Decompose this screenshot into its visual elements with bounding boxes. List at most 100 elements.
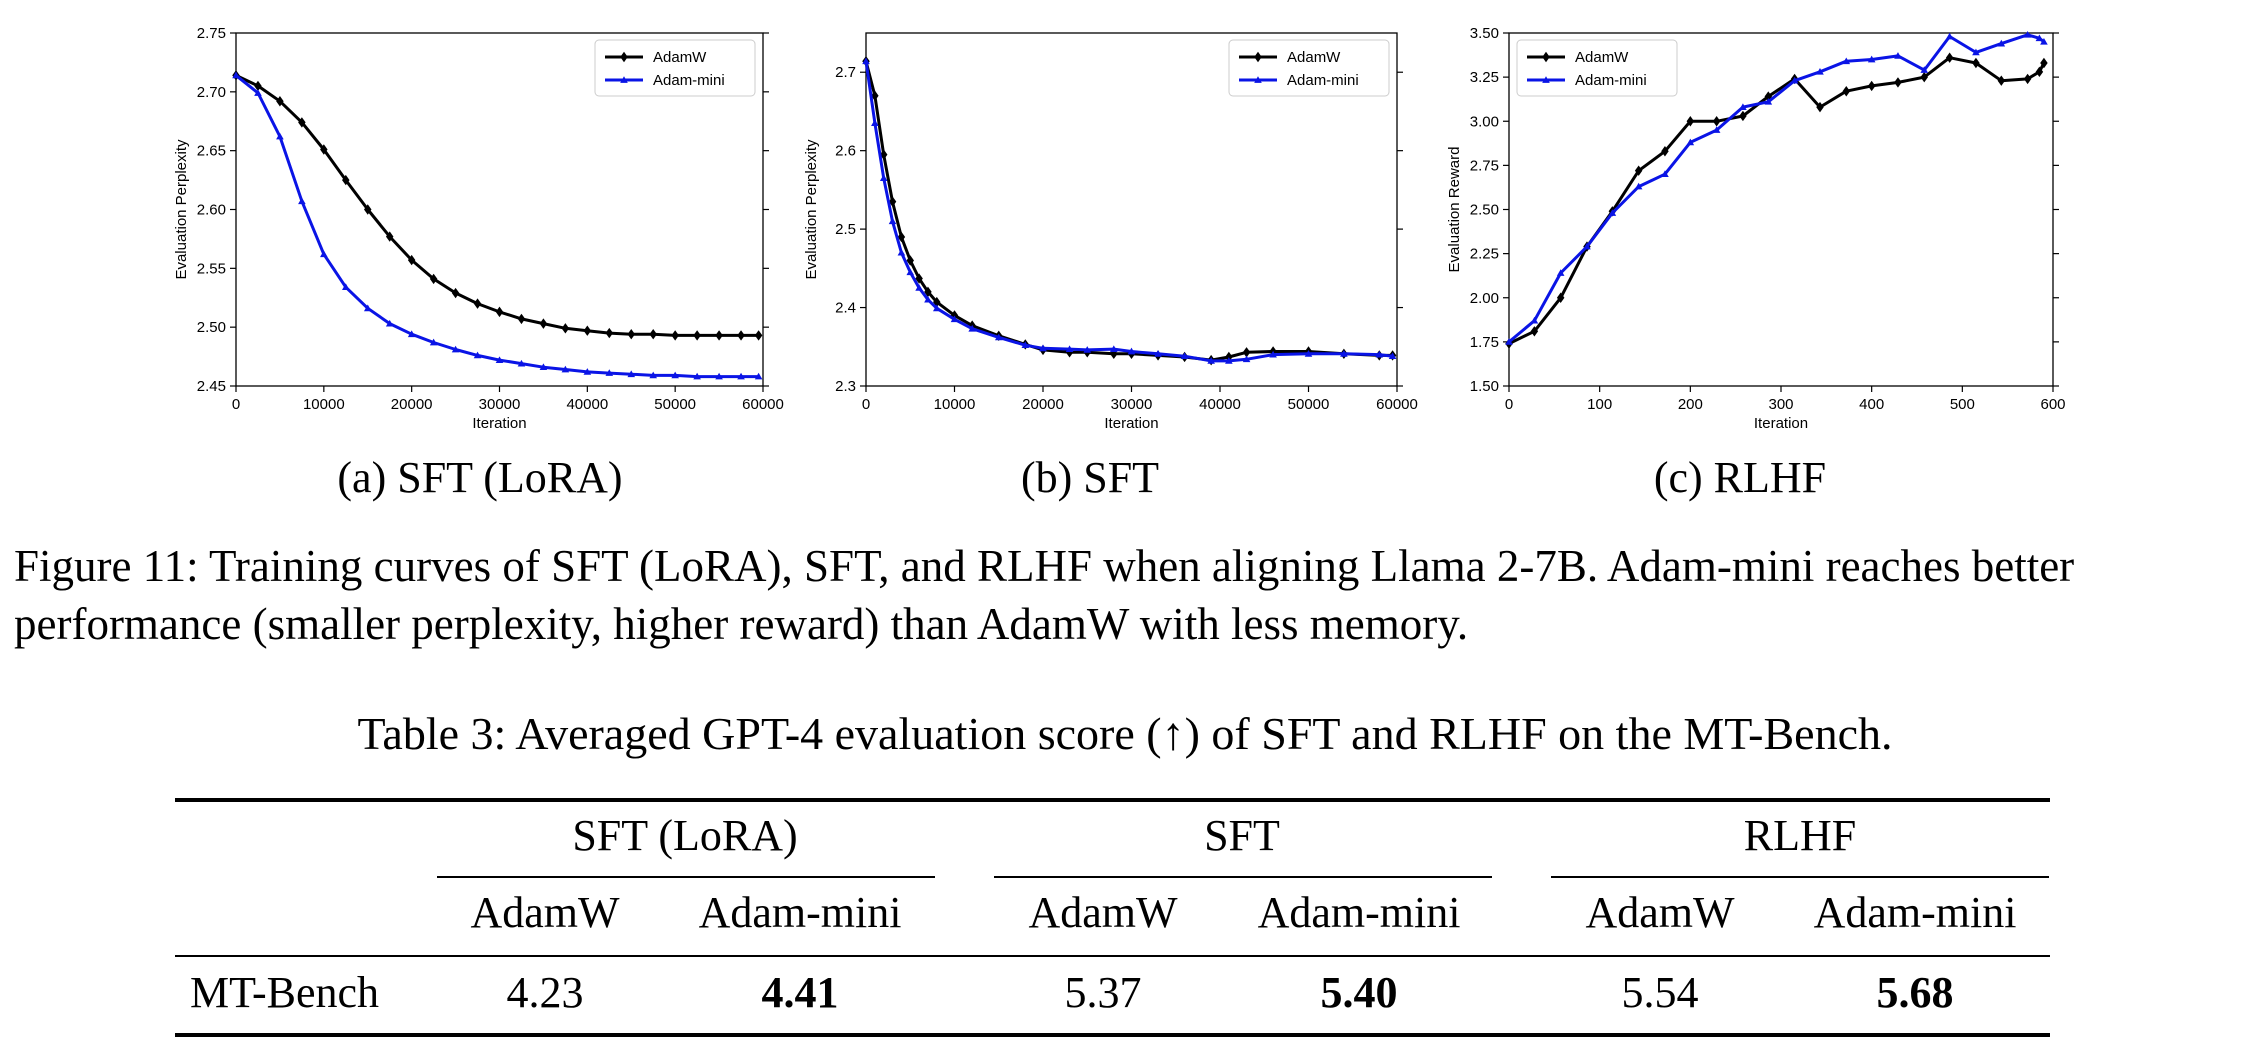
group-rule-rlhf [1551, 876, 2049, 878]
data-point [1686, 116, 1695, 127]
data-point [1180, 352, 1189, 360]
data-point [429, 338, 438, 346]
y-tick-label: 2.45 [197, 378, 226, 395]
subheader-adamw: AdamW [470, 888, 620, 937]
data-point [1039, 344, 1047, 352]
x-tick-label: 10000 [303, 396, 345, 413]
table-top-rule [175, 798, 2050, 802]
panel-caption-a: (a) SFT (LoRA) [337, 453, 623, 502]
data-point [933, 304, 941, 312]
data-point [1739, 103, 1747, 110]
data-point [561, 323, 570, 334]
data-point [1021, 341, 1030, 349]
data-point [407, 254, 416, 266]
data-point [495, 306, 504, 318]
group-rule-sft-lora [437, 876, 935, 878]
series-adamw [232, 70, 763, 341]
y-tick-label: 2.3 [835, 378, 856, 395]
data-point [385, 319, 394, 327]
data-point [1842, 86, 1851, 97]
data-point [915, 273, 923, 284]
subheader-adamw: AdamW [1028, 888, 1178, 937]
data-point [451, 287, 460, 299]
legend: AdamW Adam-mini [1516, 39, 1678, 97]
data-point [254, 80, 262, 92]
x-tick-label: 60000 [742, 396, 784, 413]
data-point [715, 372, 723, 380]
legend-box [594, 39, 756, 97]
data-point [1661, 170, 1669, 178]
data-point [737, 330, 745, 341]
data-point [2035, 66, 2044, 78]
data-point [1269, 350, 1277, 358]
subheader-adam-mini: Adam-mini [1813, 888, 2017, 937]
data-point [871, 119, 879, 127]
y-tick-label: 2.70 [197, 84, 226, 101]
data-point [539, 318, 548, 329]
series-adam-mini [232, 71, 763, 380]
data-point [341, 283, 350, 291]
y-tick-label: 2.7 [835, 64, 856, 81]
y-axis-label: Evaluation Perplexity [173, 139, 190, 280]
x-tick-label: 30000 [479, 396, 521, 413]
table-caption-text: Averaged GPT-4 evaluation score (↑) of S… [515, 708, 1893, 759]
data-point [385, 231, 394, 242]
series-line [1508, 56, 2046, 345]
legend-label: AdamW [1575, 49, 1629, 66]
data-point [320, 144, 328, 155]
series-adamw [862, 56, 1397, 366]
data-point [1556, 292, 1565, 303]
cell-sft-adamw: 5.37 [1064, 968, 1142, 1017]
data-point [994, 333, 1003, 341]
panel-caption-c: (c) RLHF [1653, 453, 1827, 502]
data-point [1816, 101, 1824, 113]
legend-label: AdamW [1287, 49, 1341, 66]
data-point [2040, 38, 2048, 45]
figure-caption-label: Figure 11: [14, 541, 199, 591]
data-point [1661, 146, 1669, 157]
legend-label: Adam-mini [653, 72, 725, 89]
data-point [1304, 350, 1313, 357]
data-point [1242, 355, 1251, 363]
cell-sft-lora-adamw: 4.23 [506, 968, 584, 1017]
data-point [1997, 39, 2006, 47]
data-point [1894, 77, 1902, 88]
data-point [1583, 242, 1591, 250]
data-point [879, 174, 888, 181]
x-tick-label: 60000 [1376, 396, 1418, 413]
legend-box [1516, 39, 1678, 97]
y-tick-label: 3.25 [1470, 69, 1499, 86]
x-axis-label: Iteration [472, 415, 526, 432]
data-point [968, 324, 976, 332]
data-point [1154, 350, 1162, 357]
header-bottom-rule [175, 955, 2050, 957]
y-tick-label: 2.75 [1470, 157, 1499, 174]
data-point [1686, 138, 1695, 146]
series-line [864, 60, 1393, 363]
y-tick-label: 2.60 [197, 202, 226, 219]
chart-2: 0 100 200 300 400 500 600 1.50 1.75 2.00 2.25 2.50 2… [1446, 25, 2066, 432]
y-tick-label: 2.75 [197, 25, 226, 42]
group-header-sft: SFT [1204, 811, 1280, 860]
group-header-sft-lora: SFT (LoRA) [572, 811, 798, 860]
subheader-adam-mini: Adam-mini [698, 888, 902, 937]
x-tick-label: 600 [2040, 396, 2065, 413]
series-line [864, 60, 1393, 362]
data-point [1375, 350, 1384, 358]
data-point [1867, 80, 1876, 92]
data-point [1972, 48, 1980, 56]
data-point [583, 368, 592, 375]
legend-swatch-marker [1254, 76, 1262, 83]
table-bottom-rule [175, 1033, 2050, 1037]
data-point [627, 329, 635, 340]
data-point [1608, 209, 1617, 216]
x-tick-label: 30000 [1111, 396, 1153, 413]
data-point [539, 363, 548, 371]
group-header-rlhf: RLHF [1743, 811, 1857, 860]
x-tick-label: 0 [862, 396, 870, 413]
data-point [2023, 73, 2032, 85]
cell-rlhf-adam-mini: 5.68 [1876, 968, 1954, 1017]
data-point [1127, 347, 1136, 355]
x-tick-label: 200 [1678, 396, 1703, 413]
x-tick-label: 400 [1859, 396, 1884, 413]
